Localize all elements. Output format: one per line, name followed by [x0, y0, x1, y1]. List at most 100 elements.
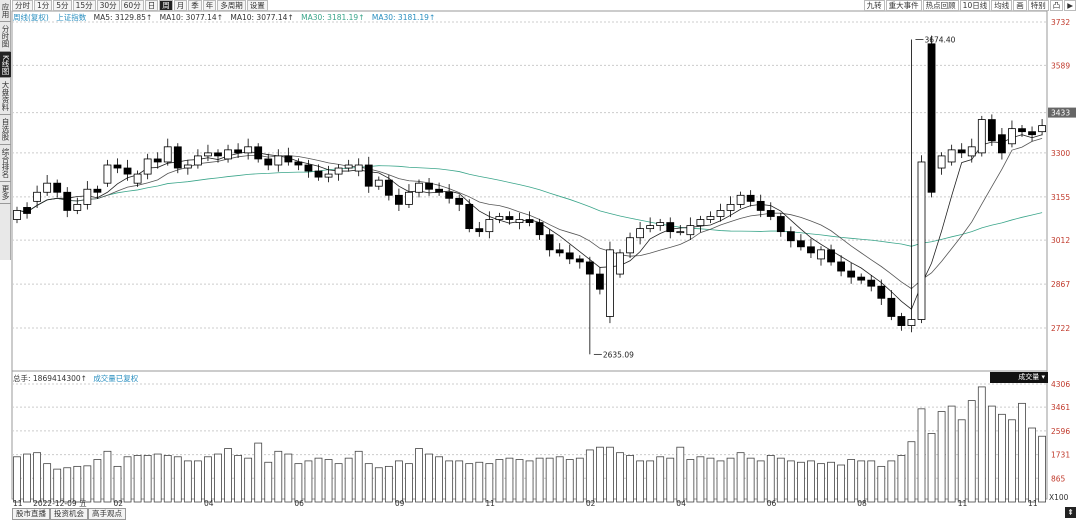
sidebar-item-3[interactable]: 大盘资料 — [0, 78, 11, 116]
candle-body — [897, 316, 906, 326]
bottom-tabs: 股市直播 投资机会 高手观点 — [12, 508, 126, 520]
volume-bar — [676, 446, 685, 503]
candle-body — [33, 191, 41, 202]
candle-body — [847, 270, 856, 278]
candle-body — [334, 167, 343, 175]
toolbar-right-0[interactable]: 九转 — [863, 0, 885, 11]
candle-body — [394, 194, 403, 205]
period-2[interactable]: 5分 — [53, 0, 72, 11]
candle-body — [254, 146, 263, 160]
volume-bar — [646, 460, 655, 503]
toolbar-right-8[interactable]: ▶ — [1064, 0, 1076, 11]
volume-bar — [686, 459, 695, 503]
toolbar-right-7[interactable]: 凸 — [1049, 0, 1064, 11]
candle-body — [234, 149, 243, 154]
volume-bar — [254, 442, 263, 503]
toolbar-right-5[interactable]: 画 — [1013, 0, 1027, 11]
period-5[interactable]: 60分 — [120, 0, 144, 11]
scroll-top-button[interactable]: ⇞ — [1065, 507, 1076, 518]
period-6[interactable]: 日 — [144, 0, 159, 11]
bottom-tab-1[interactable]: 投资机会 — [50, 508, 88, 520]
candle-body — [13, 210, 21, 220]
volume-bar — [364, 463, 373, 503]
sidebar-item-2[interactable]: K线图 — [0, 51, 11, 79]
candle-body — [525, 219, 534, 223]
sidebar-item-0[interactable]: 应用 — [0, 0, 11, 22]
candle-body — [837, 261, 845, 272]
volume-bar — [425, 453, 433, 503]
candle-body — [183, 164, 192, 169]
x-axis-label: 06 — [767, 499, 777, 508]
ma30b-value: MA30: 3181.19↑ — [371, 13, 436, 22]
candle-body — [133, 173, 142, 184]
period-7[interactable]: 周 — [159, 0, 173, 11]
toolbar-right-2[interactable]: 热点回顾 — [922, 0, 959, 11]
volume-bar — [766, 455, 775, 503]
volume-bar — [183, 460, 192, 503]
x-axis-label: 08 — [857, 499, 867, 508]
candle-body — [565, 252, 574, 260]
period-9[interactable]: 季 — [188, 0, 202, 11]
volume-unit-label: X100 — [1049, 493, 1069, 502]
volume-bar — [716, 460, 725, 503]
candle-body — [746, 194, 755, 202]
sidebar-item-5[interactable]: 综合排名 — [0, 145, 11, 182]
candle-body — [686, 225, 695, 236]
sidebar-item-6[interactable]: 更多 — [0, 182, 11, 204]
candle-body — [1038, 125, 1046, 133]
toolbar-right-6[interactable]: 特别 — [1027, 0, 1049, 11]
x-axis-label: 09 — [395, 499, 405, 508]
period-3[interactable]: 15分 — [72, 0, 96, 11]
candle-body — [354, 164, 363, 172]
volume-bar — [736, 452, 745, 503]
candle-body — [364, 164, 373, 187]
volume-bar — [706, 457, 715, 503]
period-1[interactable]: 1分 — [34, 0, 53, 11]
volume-bar — [917, 408, 926, 503]
volume-bar — [244, 457, 253, 503]
volume-bar — [264, 461, 273, 503]
volume-bar — [877, 465, 886, 503]
candle-body — [857, 276, 866, 281]
period-12[interactable]: 设置 — [246, 0, 268, 11]
index-name: 上证指数 — [56, 13, 87, 22]
candle-body — [284, 155, 293, 163]
volume-bar — [354, 450, 363, 503]
price-tick-label: 3433 — [1051, 109, 1070, 118]
period-8[interactable]: 月 — [173, 0, 188, 11]
toolbar-right-4[interactable]: 均线 — [991, 0, 1013, 11]
rights-mode[interactable]: 周线(复权) — [13, 13, 49, 22]
volume-bar — [384, 465, 393, 503]
candle-body — [53, 182, 62, 193]
volume-bar — [334, 463, 343, 503]
volume-bar — [616, 452, 624, 503]
volume-bar — [867, 460, 876, 503]
period-10[interactable]: 年 — [202, 0, 217, 11]
bottom-tab-2[interactable]: 高手观点 — [88, 508, 126, 520]
candle-body — [706, 216, 715, 220]
price-tick-label: 3589 — [1051, 61, 1070, 70]
volume-bar — [987, 405, 996, 503]
period-11[interactable]: 多周期 — [217, 0, 246, 11]
volume-bar — [837, 464, 845, 503]
volume-bar — [636, 460, 644, 503]
ma10-value: MA10: 3077.14↑ — [159, 13, 223, 22]
candle-body — [998, 134, 1006, 154]
volume-total: 总手: 1869414300↑ — [13, 374, 87, 383]
toolbar-right-1[interactable]: 重大事件 — [885, 0, 922, 11]
volume-bar — [656, 456, 665, 503]
volume-indicator-select[interactable]: 成交量 ▾ — [990, 372, 1048, 383]
volume-bar — [374, 467, 383, 503]
volume-bar — [214, 453, 222, 503]
price-tick-label: 2867 — [1051, 280, 1070, 289]
period-0[interactable]: 分时 — [12, 0, 33, 11]
volume-bar — [977, 386, 986, 503]
toolbar-right-3[interactable]: 10日线 — [959, 0, 991, 11]
candle-body — [113, 164, 122, 169]
sidebar-item-4[interactable]: 自选股 — [0, 115, 11, 145]
volume-bar — [294, 463, 303, 503]
sidebar-item-1[interactable]: 分时图 — [0, 22, 11, 52]
period-4[interactable]: 30分 — [96, 0, 120, 11]
bottom-tab-0[interactable]: 股市直播 — [12, 508, 50, 520]
